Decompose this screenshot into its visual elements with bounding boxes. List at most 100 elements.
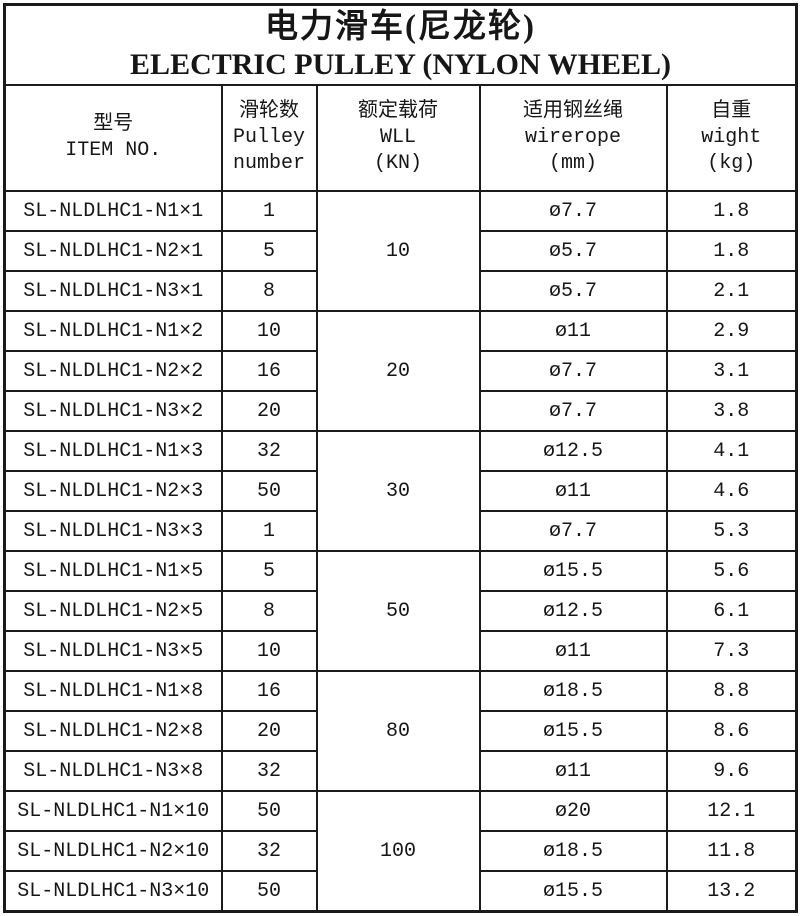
weight-cell: 1.8 — [665, 230, 798, 272]
table-row: SL-NLDLHC1-N2×1 5 ø5.7 1.8 — [3, 230, 798, 272]
col-header-wll: 额定载荷 WLL (KN) — [315, 84, 481, 192]
wirerope-cell: ø15.5 — [478, 710, 668, 752]
item-no-cell: SL-NLDLHC1-N3×5 — [3, 630, 223, 672]
weight-cell: 13.2 — [665, 870, 798, 913]
col-header-line-zh: 额定载荷 — [358, 100, 438, 123]
pulley-number-cell: 10 — [220, 630, 318, 672]
item-no-cell: SL-NLDLHC1-N1×1 — [3, 190, 223, 232]
item-no-cell: SL-NLDLHC1-N3×1 — [3, 270, 223, 312]
pulley-number-cell: 32 — [220, 430, 318, 472]
col-header-line-en: WLL — [379, 126, 416, 149]
col-header-line-zh: 自重 — [711, 100, 752, 123]
pulley-number-cell: 10 — [220, 310, 318, 352]
wirerope-cell: ø18.5 — [478, 670, 668, 712]
weight-cell: 7.3 — [665, 630, 798, 672]
item-no-cell: SL-NLDLHC1-N3×10 — [3, 870, 223, 913]
table-row: SL-NLDLHC1-N3×2 20 ø7.7 3.8 — [3, 390, 798, 432]
title-row: 电力滑车(尼龙轮) ELECTRIC PULLEY (NYLON WHEEL) — [3, 3, 798, 86]
weight-cell: 4.1 — [665, 430, 798, 472]
weight-cell: 5.3 — [665, 510, 798, 552]
pulley-number-cell: 5 — [220, 230, 318, 272]
wirerope-cell: ø11 — [478, 630, 668, 672]
wirerope-cell: ø7.7 — [478, 350, 668, 392]
weight-cell: 8.6 — [665, 710, 798, 752]
col-header-wirerope: 适用钢丝绳 wirerope (mm) — [478, 84, 668, 192]
table-title: 电力滑车(尼龙轮) ELECTRIC PULLEY (NYLON WHEEL) — [3, 3, 798, 86]
table-row: SL-NLDLHC1-N2×5 8 ø12.5 6.1 — [3, 590, 798, 632]
weight-cell: 8.8 — [665, 670, 798, 712]
wirerope-cell: ø5.7 — [478, 230, 668, 272]
col-header-line-en: ITEM NO. — [65, 139, 162, 162]
weight-cell: 9.6 — [665, 750, 798, 792]
col-header-line-unit: number — [232, 152, 305, 175]
wll-cell: 80 — [315, 670, 481, 792]
table-body: SL-NLDLHC1-N1×1 1 10 ø7.7 1.8 SL-NLDLHC1-N2×1… — [3, 190, 798, 913]
pulley-number-cell: 32 — [220, 830, 318, 872]
wll-cell: 100 — [315, 790, 481, 913]
col-header-weight: 自重 wight (kg) — [665, 84, 798, 192]
pulley-number-cell: 16 — [220, 350, 318, 392]
pulley-number-cell: 50 — [220, 790, 318, 832]
wll-cell: 20 — [315, 310, 481, 432]
table-row: SL-NLDLHC1-N3×10 50 ø15.5 13.2 — [3, 870, 798, 913]
col-header-line-unit: (mm) — [548, 152, 597, 175]
table-row: SL-NLDLHC1-N2×3 50 ø11 4.6 — [3, 470, 798, 512]
title-en: ELECTRIC PULLEY (NYLON WHEEL) — [130, 47, 671, 81]
item-no-cell: SL-NLDLHC1-N2×1 — [3, 230, 223, 272]
pulley-number-cell: 20 — [220, 710, 318, 752]
table-row: SL-NLDLHC1-N1×5 5 50 ø15.5 5.6 — [3, 550, 798, 672]
item-no-cell: SL-NLDLHC1-N3×3 — [3, 510, 223, 552]
col-header-line-unit: (KN) — [373, 152, 422, 175]
table-head: 电力滑车(尼龙轮) ELECTRIC PULLEY (NYLON WHEEL) … — [3, 3, 798, 192]
item-no-cell: SL-NLDLHC1-N1×2 — [3, 310, 223, 352]
item-no-cell: SL-NLDLHC1-N3×8 — [3, 750, 223, 792]
wirerope-cell: ø15.5 — [478, 550, 668, 592]
table-row: SL-NLDLHC1-N3×8 32 ø11 9.6 — [3, 750, 798, 792]
table-row: SL-NLDLHC1-N3×5 10 ø11 7.3 — [3, 630, 798, 672]
col-header-line-en: wirerope — [524, 126, 621, 149]
weight-cell: 12.1 — [665, 790, 798, 832]
wirerope-cell: ø11 — [478, 310, 668, 352]
item-no-cell: SL-NLDLHC1-N1×10 — [3, 790, 223, 832]
col-header-line-zh: 型号 — [93, 113, 134, 136]
wll-cell: 50 — [315, 550, 481, 672]
wirerope-cell: ø15.5 — [478, 870, 668, 913]
table-row: SL-NLDLHC1-N1×2 10 20 ø11 2.9 — [3, 310, 798, 432]
item-no-cell: SL-NLDLHC1-N3×2 — [3, 390, 223, 432]
wirerope-cell: ø11 — [478, 750, 668, 792]
table-row: SL-NLDLHC1-N2×8 20 ø15.5 8.6 — [3, 710, 798, 752]
col-header-line-zh: 适用钢丝绳 — [523, 100, 623, 123]
table-row: SL-NLDLHC1-N1×8 16 80 ø18.5 8.8 — [3, 670, 798, 792]
pulley-spec-table: 电力滑车(尼龙轮) ELECTRIC PULLEY (NYLON WHEEL) … — [3, 3, 799, 913]
weight-cell: 3.8 — [665, 390, 798, 432]
wirerope-cell: ø5.7 — [478, 270, 668, 312]
table-row: SL-NLDLHC1-N2×2 16 ø7.7 3.1 — [3, 350, 798, 392]
pulley-number-cell: 16 — [220, 670, 318, 712]
pulley-number-cell: 32 — [220, 750, 318, 792]
pulley-number-cell: 1 — [220, 510, 318, 552]
item-no-cell: SL-NLDLHC1-N1×5 — [3, 550, 223, 592]
table-row: SL-NLDLHC1-N3×1 8 ø5.7 2.1 — [3, 270, 798, 312]
item-no-cell: SL-NLDLHC1-N2×2 — [3, 350, 223, 392]
wirerope-cell: ø20 — [478, 790, 668, 832]
title-zh: 电力滑车(尼龙轮) — [265, 8, 536, 45]
item-no-cell: SL-NLDLHC1-N1×3 — [3, 430, 223, 472]
table-row: SL-NLDLHC1-N1×3 32 30 ø12.5 4.1 — [3, 430, 798, 552]
item-no-cell: SL-NLDLHC1-N2×3 — [3, 470, 223, 512]
item-no-cell: SL-NLDLHC1-N1×8 — [3, 670, 223, 712]
wirerope-cell: ø7.7 — [478, 510, 668, 552]
spec-sheet: 电力滑车(尼龙轮) ELECTRIC PULLEY (NYLON WHEEL) … — [3, 3, 799, 913]
table-row: SL-NLDLHC1-N2×10 32 ø18.5 11.8 — [3, 830, 798, 872]
wirerope-cell: ø12.5 — [478, 590, 668, 632]
pulley-number-cell: 20 — [220, 390, 318, 432]
col-header-item-no: 型号 ITEM NO. — [3, 84, 223, 192]
item-no-cell: SL-NLDLHC1-N2×10 — [3, 830, 223, 872]
wirerope-cell: ø11 — [478, 470, 668, 512]
weight-cell: 3.1 — [665, 350, 798, 392]
wll-cell: 30 — [315, 430, 481, 552]
item-no-cell: SL-NLDLHC1-N2×8 — [3, 710, 223, 752]
weight-cell: 1.8 — [665, 190, 798, 232]
table-row: SL-NLDLHC1-N1×10 50 100 ø20 12.1 — [3, 790, 798, 913]
table-row: SL-NLDLHC1-N3×3 1 ø7.7 5.3 — [3, 510, 798, 552]
weight-cell: 4.6 — [665, 470, 798, 512]
